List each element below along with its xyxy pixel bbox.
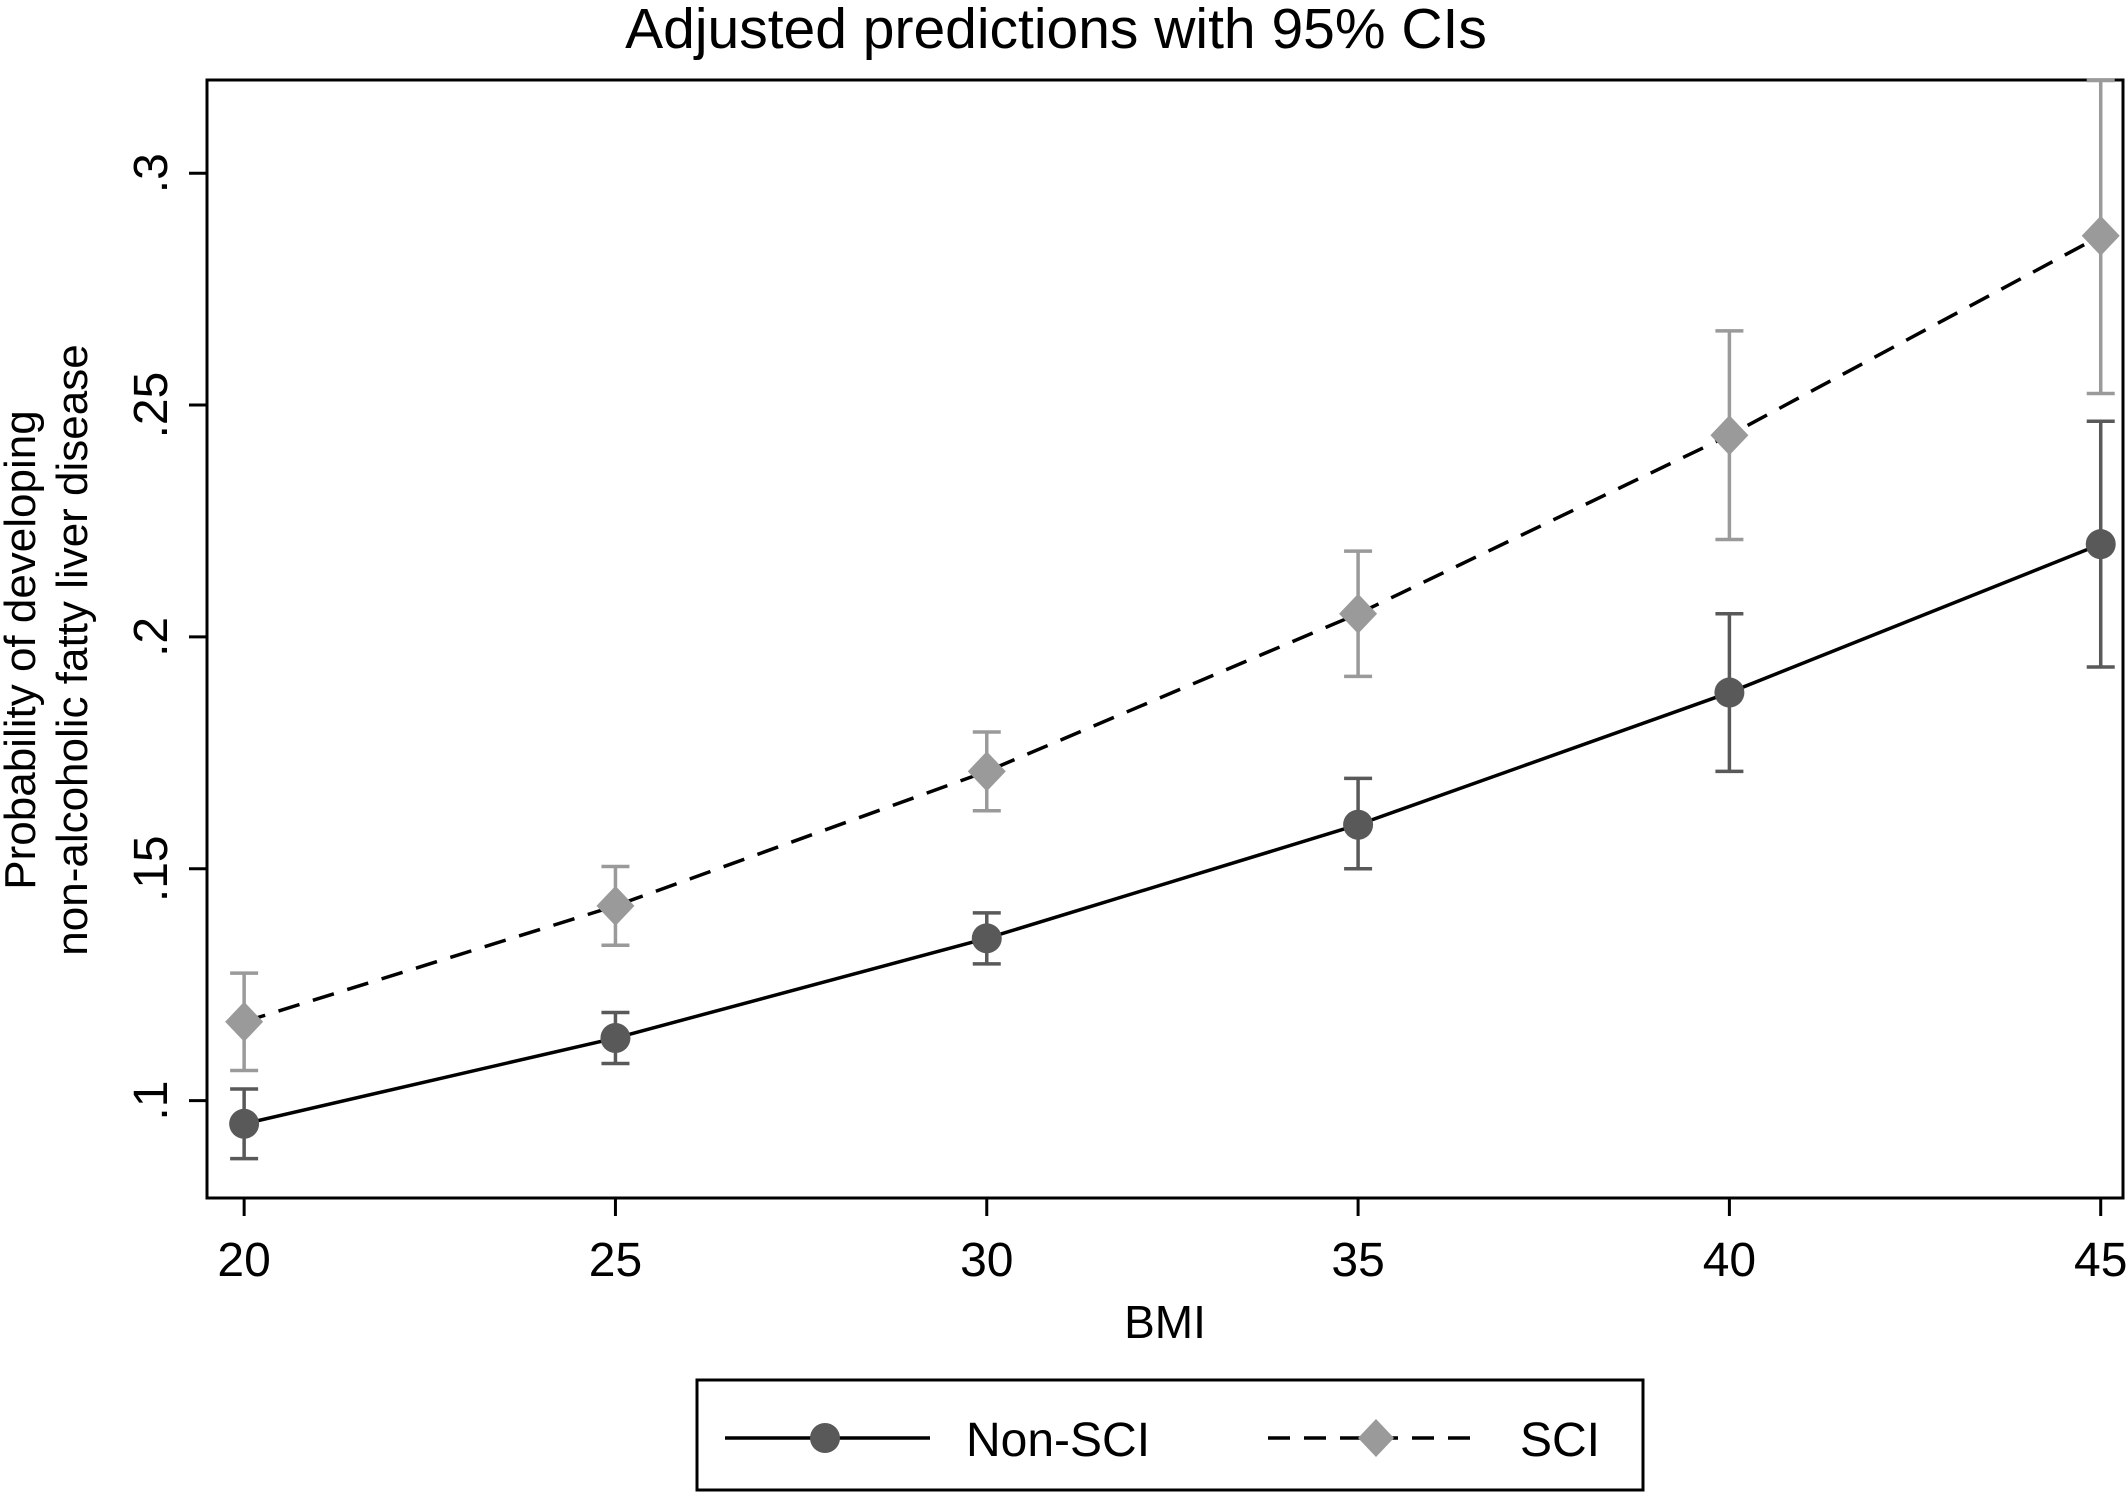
- series-line: [243, 234, 2102, 1024]
- series-line: [243, 542, 2102, 1126]
- plot-frame: [205, 78, 2125, 1200]
- legend-box: [695, 1378, 1645, 1492]
- series-layer: [225, 78, 2120, 1161]
- x-tick-label: 25: [589, 1234, 642, 1287]
- data-point: [596, 885, 635, 926]
- x-tick-label: 30: [960, 1234, 1013, 1287]
- data-point: [600, 1023, 631, 1054]
- data-point: [1710, 415, 1749, 456]
- chart-title: Adjusted predictions with 95% CIs: [625, 0, 1487, 61]
- data-point: [225, 1001, 264, 1042]
- x-axis: 20 25 30 35 40 45: [217, 1198, 2127, 1287]
- data-point: [2085, 529, 2116, 560]
- legend-marker-non-sci: [810, 1423, 840, 1453]
- legend-label-sci: SCI: [1520, 1414, 1600, 1467]
- series-sci: [225, 78, 2120, 1073]
- data-point: [1714, 677, 1745, 708]
- data-point: [1339, 593, 1378, 634]
- y-tick-label: .1: [125, 1081, 178, 1121]
- data-point: [229, 1108, 260, 1139]
- data-point: [2081, 215, 2120, 256]
- y-tick-label: .2: [125, 617, 178, 657]
- legend-label-non-sci: Non-SCI: [966, 1414, 1150, 1467]
- x-axis-label: BMI: [1124, 1296, 1206, 1348]
- y-axis: .1 .15 .2 .25 .3: [125, 153, 207, 1121]
- x-tick-label: 20: [217, 1234, 270, 1287]
- x-tick-label: 45: [2074, 1234, 2127, 1287]
- legend-marker-sci: [1358, 1419, 1394, 1457]
- x-tick-label: 35: [1331, 1234, 1384, 1287]
- data-point: [967, 751, 1006, 792]
- data-point: [1343, 809, 1374, 840]
- x-tick-label: 40: [1703, 1234, 1756, 1287]
- y-tick-label: .3: [125, 153, 178, 193]
- y-axis-label-line-1: Probability of developing: [0, 410, 45, 889]
- y-tick-label: .25: [125, 372, 178, 439]
- series-non-sci: [229, 419, 2116, 1161]
- legend: Non-SCI SCI: [695, 1378, 1645, 1492]
- y-axis-label-line-2: non-alcoholic fatty liver disease: [48, 344, 97, 955]
- y-tick-label: .15: [125, 835, 178, 902]
- data-point: [971, 923, 1002, 954]
